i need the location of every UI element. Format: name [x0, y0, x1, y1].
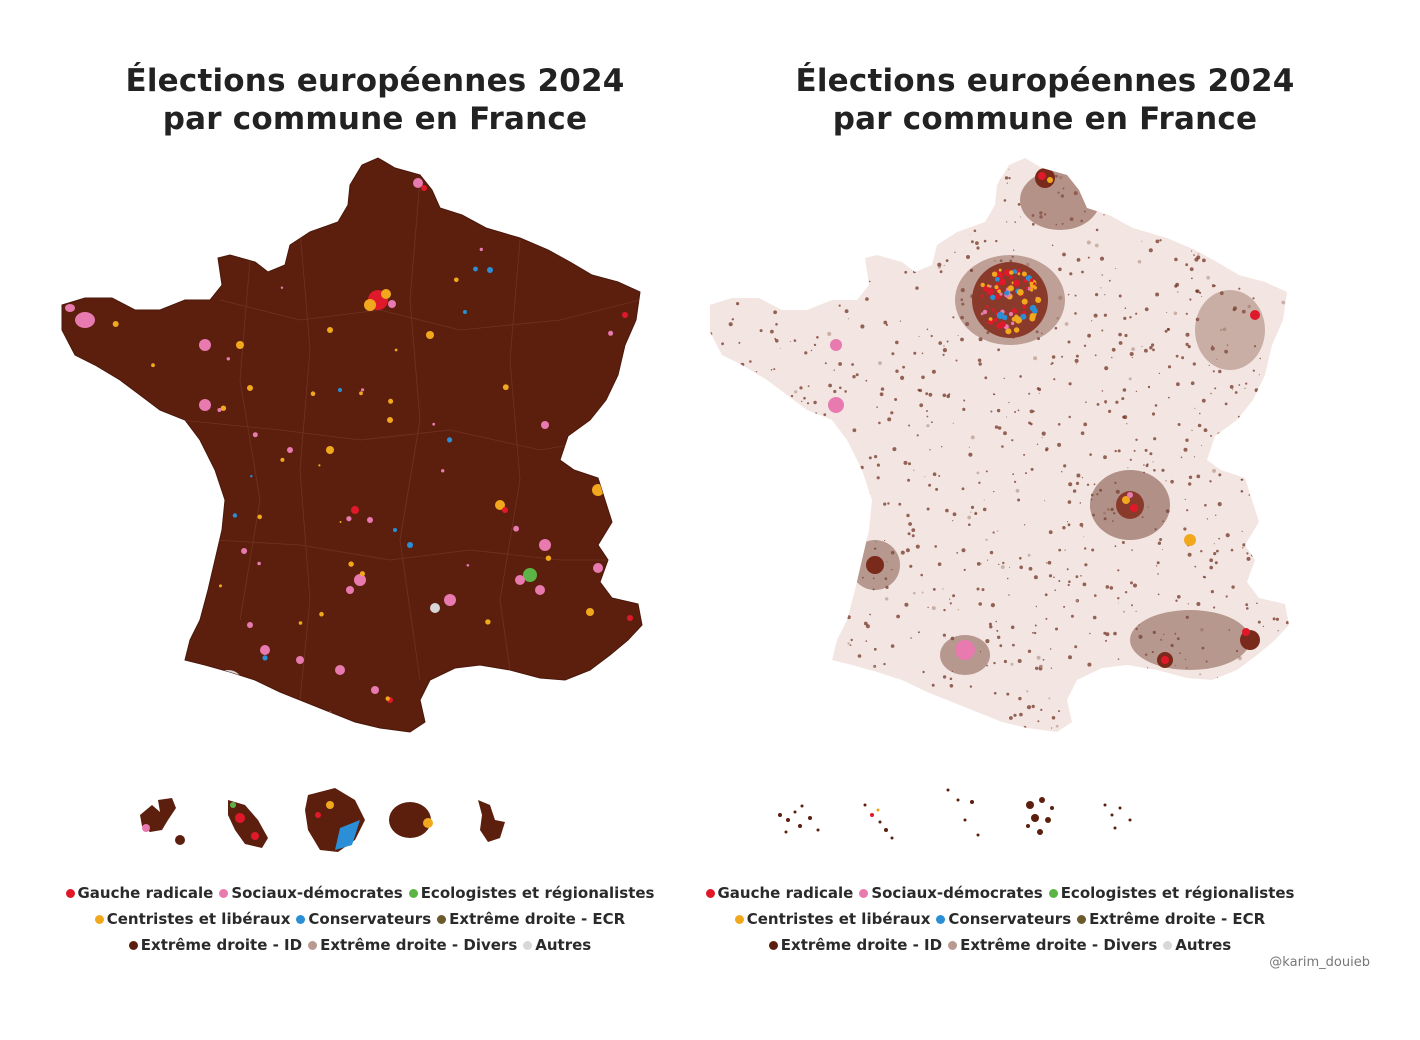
left-title-line1: Élections européennes 2024: [125, 63, 625, 99]
legend-dot-sociaux-democrates: [219, 888, 229, 898]
legend-item-gauche-radicale: Gauche radicale: [65, 884, 214, 902]
legend-label-sociaux-democrates: Sociaux-démocrates: [871, 884, 1043, 902]
left-title: Élections européennes 2024 par commune e…: [0, 62, 750, 138]
legend-label-autres: Autres: [1175, 936, 1232, 954]
legend-item-ed-id: Extrême droite - ID: [128, 936, 303, 954]
legend-dot-conservateurs: [936, 914, 946, 924]
legend-dot-autres: [523, 940, 533, 950]
legend-label-sociaux-democrates: Sociaux-démocrates: [231, 884, 403, 902]
legend-label-centristes: Centristes et libéraux: [106, 910, 291, 928]
france-dot-map: [710, 158, 1289, 840]
legend-label-ecologistes: Ecologistes et régionalistes: [1060, 884, 1295, 902]
legend-item-gauche-radicale: Gauche radicale: [705, 884, 854, 902]
overseas-territories-left: [140, 788, 505, 852]
legend-label-gauche-radicale: Gauche radicale: [717, 884, 854, 902]
overseas-territories-right: [778, 788, 1132, 840]
legend-item-ed-divers: Extrême droite - Divers: [308, 936, 517, 954]
legend-dot-centristes: [94, 914, 104, 924]
legend-label-ed-divers: Extrême droite - Divers: [960, 936, 1158, 954]
legend-item-ecologistes: Ecologistes et régionalistes: [408, 884, 655, 902]
legend-label-ed-ecr: Extrême droite - ECR: [1089, 910, 1266, 928]
legend-label-ed-id: Extrême droite - ID: [780, 936, 943, 954]
author-credit: @karim_douieb: [1269, 955, 1370, 970]
legend-item-ecologistes: Ecologistes et régionalistes: [1048, 884, 1295, 902]
legend-label-centristes: Centristes et libéraux: [746, 910, 931, 928]
right-title-line1: Élections européennes 2024: [795, 63, 1295, 99]
legend-item-conservateurs: Conservateurs: [296, 910, 431, 928]
left-legend-row1: Gauche radicale Sociaux-démocrates Ecolo…: [0, 880, 720, 906]
legend-item-ed-ecr: Extrême droite - ECR: [437, 910, 625, 928]
right-title: Élections européennes 2024 par commune e…: [670, 62, 1420, 138]
legend-item-ed-divers: Extrême droite - Divers: [948, 936, 1157, 954]
legend-label-autres: Autres: [535, 936, 592, 954]
left-legend: Gauche radicale Sociaux-démocrates Ecolo…: [0, 880, 720, 958]
legend-item-ed-ecr: Extrême droite - ECR: [1077, 910, 1265, 928]
legend-item-sociaux-democrates: Sociaux-démocrates: [859, 884, 1043, 902]
legend-dot-gauche-radicale: [65, 888, 75, 898]
paris-dots: [980, 268, 1042, 335]
legend-dot-centristes: [734, 914, 744, 924]
legend-label-ecologistes: Ecologistes et régionalistes: [420, 884, 655, 902]
legend-label-gauche-radicale: Gauche radicale: [77, 884, 214, 902]
legend-dot-ecologistes: [408, 888, 418, 898]
legend-dot-gauche-radicale: [705, 888, 715, 898]
legend-item-sociaux-democrates: Sociaux-démocrates: [219, 884, 403, 902]
right-legend-row2: Centristes et libéraux Conservateurs Ext…: [640, 906, 1360, 932]
legend-label-conservateurs: Conservateurs: [948, 910, 1072, 928]
legend-item-autres: Autres: [1163, 936, 1231, 954]
legend-dot-ecologistes: [1048, 888, 1058, 898]
legend-dot-ed-ecr: [437, 914, 447, 924]
legend-dot-ed-divers: [948, 940, 958, 950]
legend-dot-ed-ecr: [1077, 914, 1087, 924]
legend-label-ed-ecr: Extrême droite - ECR: [449, 910, 626, 928]
left-legend-row2: Centristes et libéraux Conservateurs Ext…: [0, 906, 720, 932]
right-legend-row3: Extrême droite - ID Extrême droite - Div…: [640, 932, 1360, 958]
right-panel: Élections européennes 2024 par commune e…: [705, 0, 1420, 1040]
legend-item-centristes: Centristes et libéraux: [94, 910, 291, 928]
right-legend: Gauche radicale Sociaux-démocrates Ecolo…: [640, 880, 1360, 958]
legend-label-ed-id: Extrême droite - ID: [140, 936, 303, 954]
legend-item-centristes: Centristes et libéraux: [734, 910, 931, 928]
legend-label-conservateurs: Conservateurs: [308, 910, 432, 928]
legend-dot-ed-id: [128, 940, 138, 950]
left-title-line2: par commune en France: [162, 101, 588, 137]
left-panel: Élections européennes 2024 par commune e…: [61, 63, 654, 954]
right-legend-row1: Gauche radicale Sociaux-démocrates Ecolo…: [640, 880, 1360, 906]
legend-dot-ed-id: [768, 940, 778, 950]
left-legend-row3: Extrême droite - ID Extrême droite - Div…: [0, 932, 720, 958]
legend-dot-autres: [1163, 940, 1173, 950]
legend-item-autres: Autres: [523, 936, 591, 954]
legend-item-conservateurs: Conservateurs: [936, 910, 1071, 928]
legend-dot-conservateurs: [296, 914, 306, 924]
legend-dot-sociaux-democrates: [859, 888, 869, 898]
legend-dot-ed-divers: [308, 940, 318, 950]
dot-map-body: [710, 158, 1289, 732]
legend-item-ed-id: Extrême droite - ID: [768, 936, 943, 954]
right-title-line2: par commune en France: [832, 101, 1258, 137]
france-choropleth-map: [61, 157, 643, 852]
legend-label-ed-divers: Extrême droite - Divers: [320, 936, 518, 954]
